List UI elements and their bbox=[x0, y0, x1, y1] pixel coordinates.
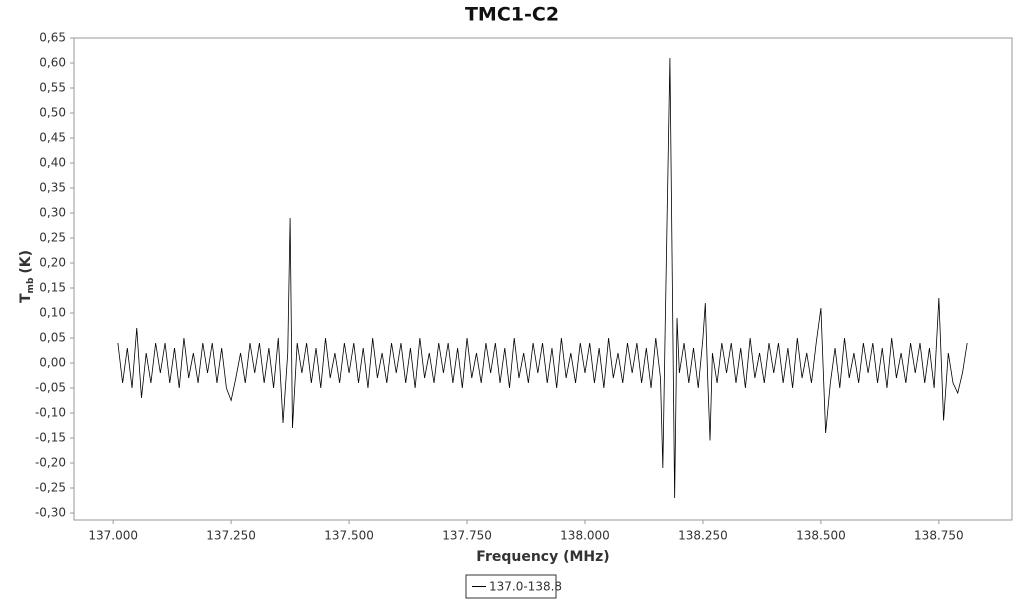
y-axis-label: Tmb (K) bbox=[18, 250, 36, 303]
x-tick-label: 137.250 bbox=[206, 529, 256, 543]
legend-box bbox=[465, 574, 557, 599]
x-tick-label: 137.500 bbox=[324, 529, 374, 543]
x-tick-label: 138.500 bbox=[796, 529, 846, 543]
y-tick-label: 0,05 bbox=[39, 331, 66, 345]
y-tick-label: -0,15 bbox=[35, 431, 66, 445]
x-axis-label: Frequency (MHz) bbox=[476, 549, 609, 565]
x-tick-label: 137.000 bbox=[88, 529, 138, 543]
x-tick-label: 138.000 bbox=[560, 529, 610, 543]
y-tick-label: 0,50 bbox=[39, 106, 66, 120]
y-tick-label: 0,30 bbox=[39, 206, 66, 220]
y-tick-label: -0,20 bbox=[35, 456, 66, 470]
y-tick-label: 0,20 bbox=[39, 256, 66, 270]
y-label-sub: mb bbox=[26, 277, 36, 293]
spectrum-line bbox=[117, 57, 968, 499]
x-tick-label: 138.250 bbox=[678, 529, 728, 543]
y-tick-label: -0,25 bbox=[35, 481, 66, 495]
y-tick-label: 0,40 bbox=[39, 156, 66, 170]
chart-title: TMC1-C2 bbox=[465, 4, 559, 26]
y-tick-label: 0,25 bbox=[39, 231, 66, 245]
y-axis-label-group: Tmb (K) bbox=[18, 250, 36, 303]
x-tick-label: 137.750 bbox=[442, 529, 492, 543]
y-tick-label: 0,55 bbox=[39, 81, 66, 95]
y-tick-label: 0,15 bbox=[39, 281, 66, 295]
y-tick-label: 0,65 bbox=[39, 31, 66, 45]
y-tick-label: 0,60 bbox=[39, 56, 66, 70]
y-tick-label: 0,00 bbox=[39, 356, 66, 370]
legend-label: 137.0-138.8 bbox=[489, 580, 562, 594]
plot-area bbox=[73, 37, 1013, 521]
y-tick-label: -0,30 bbox=[35, 506, 66, 520]
y-tick-label: 0,35 bbox=[39, 181, 66, 195]
y-tick-label: 0,45 bbox=[39, 131, 66, 145]
y-tick-label: -0,10 bbox=[35, 406, 66, 420]
y-tick-label: 0,10 bbox=[39, 306, 66, 320]
y-label-unit: (K) bbox=[18, 250, 34, 274]
y-tick-label: -0,05 bbox=[35, 381, 66, 395]
x-tick-label: 138.750 bbox=[914, 529, 964, 543]
y-label-main: T bbox=[18, 293, 34, 303]
